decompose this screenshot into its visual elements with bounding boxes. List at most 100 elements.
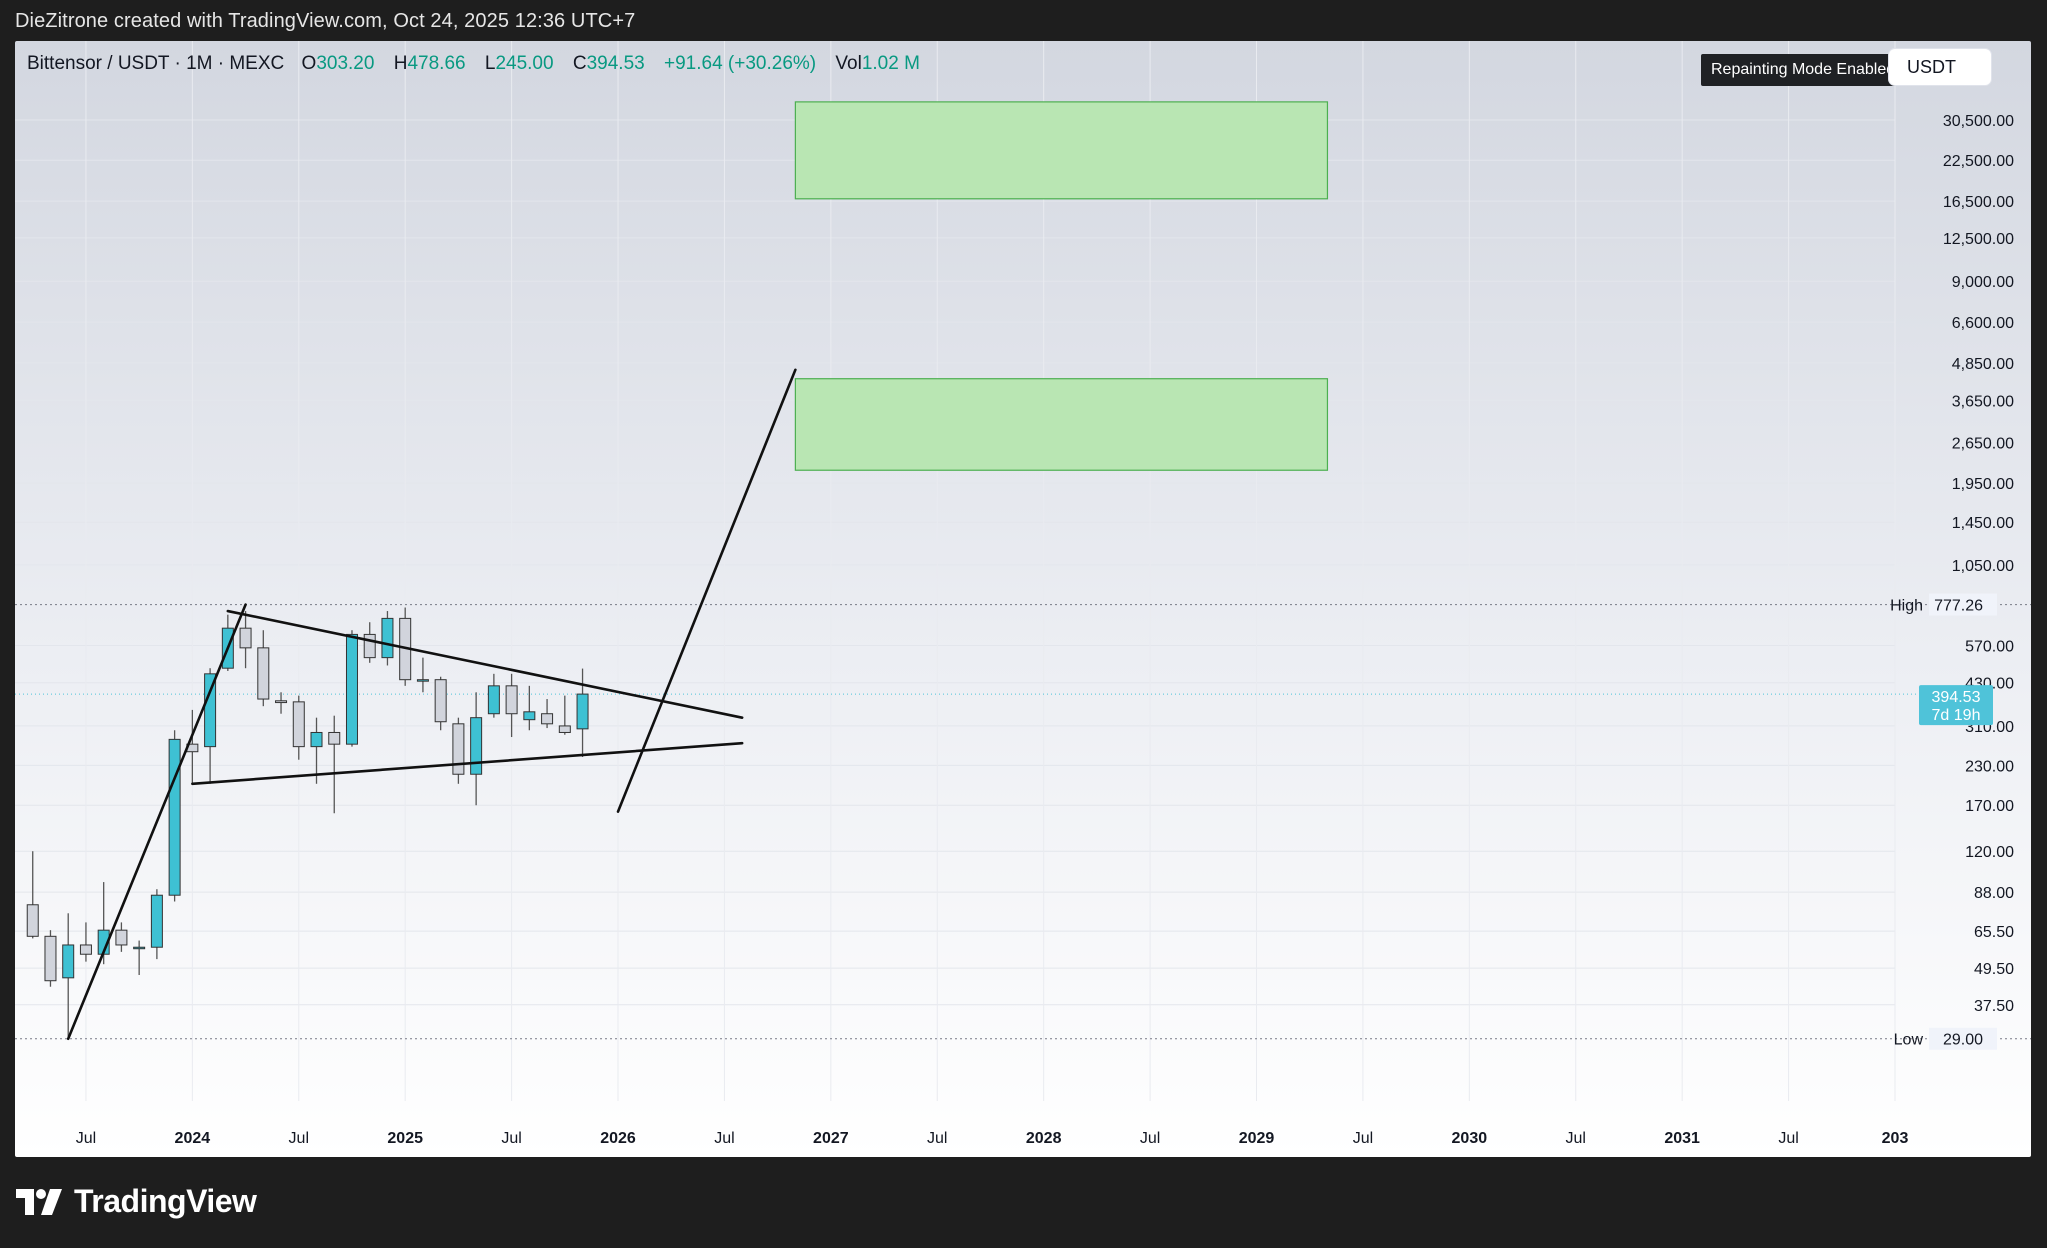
candle[interactable] [257,630,270,707]
trend-line[interactable] [191,741,744,786]
time-axis-label: Jul [76,1130,96,1147]
last-price-value: 394.53 [1932,689,1981,706]
time-axis-label: Jul [714,1130,734,1147]
price-axis-label: 16,500.00 [1943,194,2014,211]
price-axis-label: 22,500.00 [1943,153,2014,170]
candle[interactable] [470,692,483,806]
price-axis-label: 6,600.00 [1952,315,2014,332]
candle-body [275,700,288,704]
candle[interactable] [44,930,57,987]
candle-body [62,944,75,979]
candle[interactable] [310,717,323,784]
candle-body [487,685,500,715]
candle-body [505,685,518,715]
candle[interactable] [26,851,39,939]
candle[interactable] [523,685,536,731]
candle[interactable] [292,695,305,760]
chart-panel[interactable]: 30,500.00 22,500.00 16,500.00 12,500.00 9,00… [15,41,2031,1157]
price-axis-label: 65.50 [1974,924,2014,941]
time-axis-label: Jul [1778,1130,1798,1147]
change-value: +91.64 (+30.26%) [664,53,817,74]
candle-body [44,935,57,982]
trend-line[interactable] [616,368,797,813]
candle[interactable] [505,673,518,738]
candle[interactable] [79,922,92,962]
open-label: O [301,53,317,74]
candle-body [523,711,536,721]
close-value: 394.53 [586,53,645,74]
candle[interactable] [275,692,288,714]
price-chart[interactable]: 30,500.00 22,500.00 16,500.00 12,500.00 9,00… [15,41,2031,1157]
price-axis-label: 120.00 [1965,844,2014,861]
candle-body [150,894,163,948]
candle[interactable] [328,715,341,814]
target-zone[interactable] [794,378,1329,471]
candle-body [292,701,305,748]
candle-body [541,713,554,725]
candle[interactable] [115,922,128,952]
candle-body [434,679,447,723]
candle[interactable] [452,717,465,784]
candle[interactable] [62,913,75,1039]
time-axis-label: Jul [289,1130,309,1147]
time-axis-label: 2028 [1026,1130,1062,1147]
candle[interactable] [168,730,181,902]
candle[interactable] [487,673,500,718]
price-axis-label: 9,000.00 [1952,274,2014,291]
time-axis-label: Jul [501,1130,521,1147]
candle[interactable] [150,889,163,960]
price-axis-label: 2,650.00 [1952,436,2014,453]
candle-body [416,679,429,682]
candle[interactable] [416,657,429,693]
time-axis-label: 2027 [813,1130,849,1147]
last-price-badge [1919,685,1993,726]
time-axis-label: Jul [1140,1130,1160,1147]
price-axis-label: 4,850.00 [1952,356,2014,373]
candle-body [115,929,128,946]
time-axis-label: 2030 [1452,1130,1488,1147]
candle[interactable] [541,699,554,729]
candle-body [558,725,571,733]
price-axis-label: 570.00 [1965,639,2014,656]
price-axis-label: 170.00 [1965,798,2014,815]
time-axis-label: 203 [1882,1130,1909,1147]
trend-line[interactable] [66,603,247,1041]
ohlc-legend: Bittensor / USDT · 1M · MEXC O303.20 H47… [27,53,934,75]
chart-caption: DieZitrone created with TradingView.com,… [15,10,636,32]
currency-selector[interactable]: USDT [1889,49,1991,85]
candle-body [328,731,341,745]
price-axis-label: 88.00 [1974,885,2014,902]
candle[interactable] [133,940,146,975]
volume-label: Vol [835,53,862,74]
candle-body [310,731,323,748]
price-axis-label: 1,950.00 [1952,476,2014,493]
target-zone[interactable] [794,101,1329,200]
trend-line[interactable] [226,609,744,719]
candle[interactable] [434,676,447,731]
low-marker-label: Low [1894,1032,1924,1049]
candle[interactable] [363,622,376,663]
price-axis-label: 3,650.00 [1952,393,2014,410]
candle-body [363,633,376,659]
candle-body [345,633,358,745]
candle[interactable] [381,611,394,666]
high-marker-value: 777.26 [1934,598,1983,615]
price-axis-label: 230.00 [1965,758,2014,775]
high-marker-label: High [1890,598,1923,615]
price-axis-label: 37.50 [1974,998,2014,1015]
high-label: H [393,53,408,74]
symbol-label[interactable]: Bittensor / USDT · 1M · MEXC [27,53,285,74]
low-marker-value-bg [1929,1027,1997,1050]
time-axis-label: 2031 [1664,1130,1700,1147]
candle[interactable] [204,668,217,784]
candle[interactable] [239,611,252,669]
low-label: L [484,53,496,74]
candle[interactable] [558,695,571,735]
time-axis-label: 2029 [1239,1130,1275,1147]
candle-body [381,617,394,659]
tradingview-logo[interactable]: TradingView [16,1183,257,1220]
time-axis-label: 2024 [175,1130,211,1147]
close-label: C [572,53,587,74]
candle[interactable] [345,630,358,747]
price-axis-label: 12,500.00 [1943,231,2014,248]
